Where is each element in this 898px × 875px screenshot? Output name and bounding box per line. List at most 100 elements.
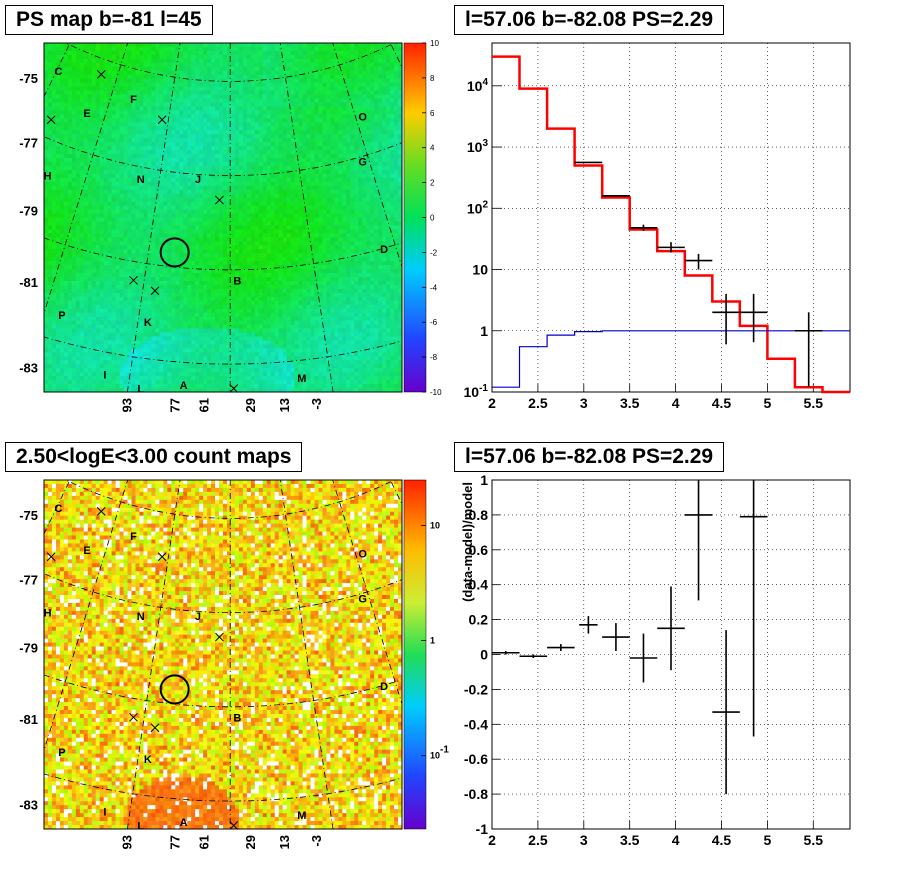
region-label-A: A [180, 817, 188, 829]
region-label-B: B [233, 712, 241, 724]
colorbar-tick-label: 8 [430, 74, 435, 83]
region-label-O: O [358, 111, 367, 123]
spectrum-xtick-label: 4 [672, 395, 680, 411]
region-label-P: P [58, 747, 65, 759]
lon-tick-label: 13 [277, 398, 292, 412]
residual-ytick-label: 0.2 [469, 612, 489, 628]
lat-tick-label: -77 [19, 136, 38, 151]
spectrum-ytick-label: 1 [480, 323, 488, 339]
colorbar [404, 480, 426, 829]
lon-tick-label: 13 [277, 835, 292, 849]
lon-tick-label: 77 [168, 398, 183, 412]
lon-tick-label: 77 [168, 835, 183, 849]
colorbar-tick-label: -10 [430, 388, 442, 397]
residual-ytick-label: 0 [480, 647, 488, 663]
lat-tick-label: -81 [19, 712, 38, 727]
residual-ytick-label: -0.4 [464, 716, 488, 732]
spectrum-xtick-label: 5 [763, 395, 771, 411]
residual-ytick-label: -1 [476, 821, 489, 837]
colorbar-tick-label: 10-1 [430, 745, 449, 761]
lon-tick-label: -3 [309, 398, 324, 410]
spectrum-ytick-label: 102 [467, 199, 489, 216]
lon-tick-label: 93 [119, 398, 134, 412]
region-label-D: D [380, 681, 388, 693]
colorbar-tick-label: 4 [430, 144, 435, 153]
region-label-O: O [358, 548, 367, 560]
region-label-I: I [103, 807, 106, 819]
colorbar-tick-label: 6 [430, 109, 435, 118]
region-label-G: G [358, 594, 367, 606]
colorbar-tick-label: 0 [430, 214, 435, 223]
region-label-I: I [103, 370, 106, 382]
residual-xtick-label: 2.5 [528, 832, 548, 848]
colorbar-tick-label: -2 [430, 248, 438, 257]
lon-tick-label: 29 [243, 398, 258, 412]
lon-tick-label: 61 [196, 398, 211, 412]
region-label-D: D [380, 244, 388, 256]
residual-xtick-label: 3 [580, 832, 588, 848]
residual-xtick-label: 4 [672, 832, 680, 848]
region-label-N: N [137, 174, 145, 186]
region-label-F: F [130, 94, 137, 106]
residual-xtick-label: 4.5 [712, 832, 732, 848]
region-label-J: J [195, 174, 201, 186]
region-label-C: C [54, 66, 62, 78]
spectrum-xtick-label: 3 [580, 395, 588, 411]
lon-tick-label: 29 [243, 835, 258, 849]
colorbar-tick-label: -6 [430, 318, 438, 327]
residual-xtick-label: 2 [488, 832, 496, 848]
spectrum-xtick-label: 3.5 [620, 395, 640, 411]
residual-ytick-label: -0.8 [464, 786, 488, 802]
residual-ytick-label: -0.2 [464, 681, 488, 697]
region-label-H: H [44, 171, 52, 183]
residual-ytick-label: 1 [480, 472, 488, 488]
residual-ylabel: (data-model)/model [460, 482, 475, 602]
lat-tick-label: -81 [19, 275, 38, 290]
residual-xtick-label: 5 [763, 832, 771, 848]
lat-tick-label: -79 [19, 204, 38, 219]
colorbar-tick-label: 1 [430, 636, 435, 646]
colorbar-tick-label: 10 [430, 39, 439, 48]
spectrum-ytick-label: 103 [467, 138, 489, 155]
spectrum-xtick-label: 2.5 [528, 395, 548, 411]
region-label-K: K [144, 317, 152, 329]
region-label-M: M [297, 373, 306, 385]
colorbar-tick-label: -8 [430, 353, 438, 362]
region-label-C: C [54, 503, 62, 515]
spectrum-frame [492, 43, 850, 392]
region-label-M: M [297, 810, 306, 822]
lat-tick-label: -75 [19, 71, 38, 86]
region-label-A: A [180, 380, 188, 392]
region-label-E: E [83, 545, 90, 557]
lat-tick-label: -75 [19, 508, 38, 523]
residual-xtick-label: 3.5 [620, 832, 640, 848]
lon-tick-label: 93 [119, 835, 134, 849]
lat-tick-label: -83 [19, 361, 38, 376]
colorbar-tick-label: 10 [430, 520, 440, 530]
residual-ytick-label: -0.6 [464, 751, 488, 767]
region-label-G: G [358, 157, 367, 169]
lon-tick-label: 61 [196, 835, 211, 849]
lon-tick-label: -3 [309, 835, 324, 847]
region-label-F: F [130, 531, 137, 543]
region-label-H: H [44, 608, 52, 620]
region-label-B: B [233, 275, 241, 287]
lat-tick-label: -83 [19, 798, 38, 813]
region-label-E: E [83, 108, 90, 120]
residual-plot: 2 2.5 3 3.5 4 4.5 5 5.510.80.60.40.20-0.2-0.4-0… [460, 472, 850, 848]
spectrum-xtick-label: 2 [488, 395, 496, 411]
lat-tick-label: -77 [19, 573, 38, 588]
spectrum-ytick-label: 104 [467, 77, 489, 94]
spectrum-ytick-label: 10 [472, 262, 488, 278]
spectrum-xtick-label: 5.5 [804, 395, 824, 411]
spectrum-xtick-label: 4.5 [712, 395, 732, 411]
region-label-N: N [137, 611, 145, 623]
colorbar-tick-label: -4 [430, 283, 438, 292]
region-label-K: K [144, 754, 152, 766]
colorbar-tick-label: 2 [430, 179, 435, 188]
region-label-L: L [137, 384, 144, 396]
lat-tick-label: -79 [19, 641, 38, 656]
spectrum-ytick-label: 10-1 [464, 383, 489, 400]
